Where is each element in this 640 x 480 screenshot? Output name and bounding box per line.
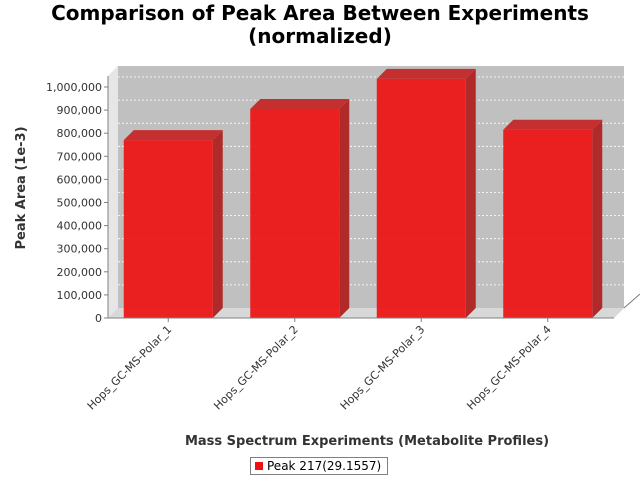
bar-front <box>376 78 466 318</box>
y-tick-label: 700,000 <box>57 150 103 163</box>
bar-top <box>376 68 476 79</box>
y-tick-label: 100,000 <box>57 289 103 302</box>
x-axis-title: Mass Spectrum Experiments (Metabolite Pr… <box>185 434 549 449</box>
y-tick-label: 600,000 <box>57 173 103 186</box>
chart-title-line-2: (normalized) <box>248 24 392 48</box>
legend-label: Peak 217(29.1557) <box>267 459 382 473</box>
plot-back-wall <box>118 66 624 308</box>
y-tick-label: 900,000 <box>57 104 103 117</box>
chart-title: Comparison of Peak Area Between Experime… <box>0 2 640 48</box>
x-tick-label: Hops_GC-MS-Polar_2 <box>211 323 301 413</box>
bar-side <box>212 130 223 318</box>
y-axis-title: Peak Area (1e-3) <box>14 126 29 249</box>
bar-front <box>503 129 593 318</box>
y-tick-label: 800,000 <box>57 127 103 140</box>
y-tick-label: 300,000 <box>57 243 103 256</box>
bar <box>376 68 476 318</box>
bar-top <box>250 98 350 109</box>
bar-side <box>465 68 476 318</box>
x-tick-label: Hops_GC-MS-Polar_4 <box>464 323 554 413</box>
y-axis: 0 100,000 200,000 300,000 400,000 500,000 600,… <box>46 76 109 325</box>
bar-side <box>592 119 603 318</box>
legend-swatch <box>255 462 263 470</box>
bar-top <box>503 119 603 130</box>
legend: Peak 217(29.1557) <box>250 457 389 475</box>
y-tick-label: 0 <box>95 312 102 325</box>
plot-floor <box>108 308 624 318</box>
bar <box>250 98 350 318</box>
plot-side-wall <box>108 66 118 318</box>
plot-corner-line <box>623 293 640 309</box>
y-tick-label: 1,000,000 <box>46 81 102 94</box>
bar-top <box>123 130 223 141</box>
bars <box>123 68 603 318</box>
bar <box>123 130 223 318</box>
bar-front <box>250 108 340 318</box>
y-tick-label: 400,000 <box>57 220 103 233</box>
chart-title-line-1: Comparison of Peak Area Between Experime… <box>51 1 589 25</box>
bar <box>503 119 603 318</box>
bar-side <box>339 98 350 318</box>
bar-front <box>123 140 213 318</box>
x-tick-label: Hops_GC-MS-Polar_3 <box>338 323 428 413</box>
x-axis: Hops_GC-MS-Polar_1 Hops_GC-MS-Polar_2 Hops… <box>85 317 614 413</box>
y-tick-label: 200,000 <box>57 266 103 279</box>
plot-background <box>108 66 640 318</box>
y-tick-label: 500,000 <box>57 197 103 210</box>
x-tick-label: Hops_GC-MS-Polar_1 <box>85 323 175 413</box>
bar-chart: 0 100,000 200,000 300,000 400,000 500,000 600,… <box>14 66 640 449</box>
